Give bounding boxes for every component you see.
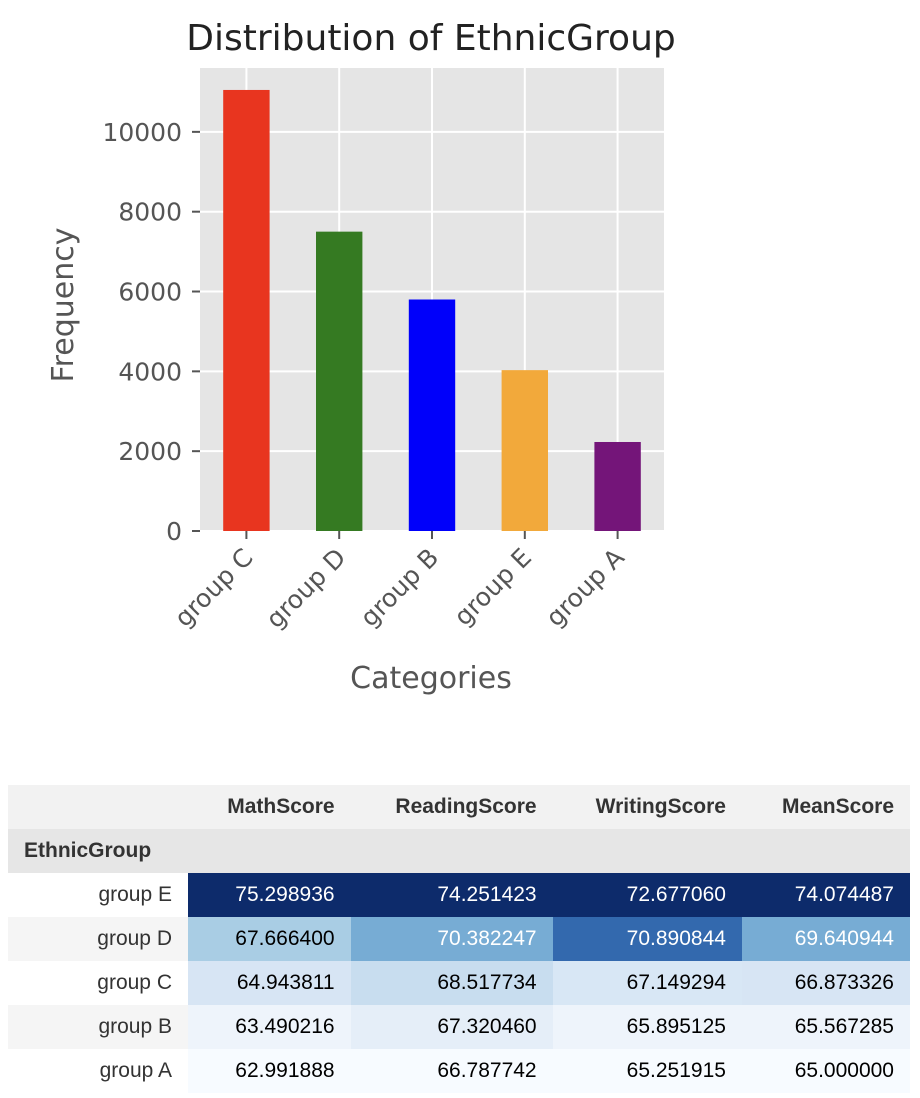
table-cell: 65.895125	[552, 1005, 742, 1049]
table-cell: 64.943811	[188, 961, 351, 1005]
index-name: EthnicGroup	[8, 829, 188, 873]
table-cell: 70.382247	[350, 917, 553, 961]
table-cell: 67.149294	[552, 961, 742, 1005]
x-tick-label: group D	[260, 543, 351, 634]
y-tick-label: 6000	[118, 278, 182, 307]
table-cell: 67.666400	[188, 917, 351, 961]
table-index-row: EthnicGroup	[8, 829, 910, 873]
y-tick-label: 8000	[118, 198, 182, 227]
x-axis-label: Categories	[350, 661, 512, 696]
table-cell: 74.074487	[741, 873, 910, 917]
table-cell: 62.991888	[188, 1049, 351, 1093]
x-tick-label: group C	[169, 543, 259, 633]
table-row: group C 64.943811 68.517734 67.149294 66…	[8, 961, 910, 1005]
table-cell: 67.320460	[350, 1005, 553, 1049]
table-cell: 66.787742	[350, 1049, 553, 1093]
table-cell: 68.517734	[350, 961, 553, 1005]
table-cell: 66.873326	[741, 961, 910, 1005]
column-header: MathScore	[188, 785, 351, 829]
table-cell: 65.567285	[741, 1005, 910, 1049]
bar	[408, 299, 456, 531]
table-cell: 69.640944	[741, 917, 910, 961]
table-cell: 72.677060	[552, 873, 742, 917]
x-tick-label: group A	[540, 543, 630, 633]
bar	[223, 89, 270, 532]
table-row: group E 75.298936 74.251423 72.677060 74…	[8, 873, 910, 917]
table-header-row: MathScore ReadingScore WritingScore Mean…	[8, 785, 910, 829]
y-tick-label: 0	[166, 517, 182, 546]
y-tick-label: 4000	[118, 357, 182, 386]
table-row: group B 63.490216 67.320460 65.895125 65…	[8, 1005, 910, 1049]
table-cell: 75.298936	[188, 873, 351, 917]
column-header: MeanScore	[741, 785, 910, 829]
table-cell: 65.000000	[741, 1049, 910, 1093]
table-cell: 63.490216	[188, 1005, 351, 1049]
y-tick-label: 10000	[102, 118, 182, 147]
table-cell: 65.251915	[552, 1049, 742, 1093]
y-tick-label: 2000	[118, 437, 182, 466]
table-cell: 74.251423	[350, 873, 553, 917]
table-corner	[8, 785, 188, 829]
row-label: group A	[8, 1049, 188, 1093]
chart-title: Distribution of EthnicGroup	[186, 18, 676, 59]
table-row: group D 67.666400 70.382247 70.890844 69…	[8, 917, 910, 961]
bar	[316, 231, 363, 531]
column-header: ReadingScore	[350, 785, 553, 829]
row-label: group C	[8, 961, 188, 1005]
row-label: group E	[8, 873, 188, 917]
bars	[223, 89, 641, 532]
y-axis-label: Frequency	[46, 228, 81, 383]
table-cell: 70.890844	[552, 917, 742, 961]
row-label: group B	[8, 1005, 188, 1049]
bar-chart: Distribution of EthnicGroup 0 2000 4000 600…	[46, 18, 676, 696]
table-row: group A 62.991888 66.787742 65.251915 65…	[8, 1049, 910, 1093]
row-label: group D	[8, 917, 188, 961]
x-tick-label: group B	[355, 543, 445, 633]
x-tick-label: group E	[448, 543, 537, 632]
y-axis-ticks: 0 2000 4000 6000 8000 10000	[102, 118, 200, 546]
bar	[501, 370, 548, 531]
score-table: MathScore ReadingScore WritingScore Mean…	[8, 785, 910, 1093]
column-header: WritingScore	[552, 785, 742, 829]
bar	[594, 441, 641, 531]
